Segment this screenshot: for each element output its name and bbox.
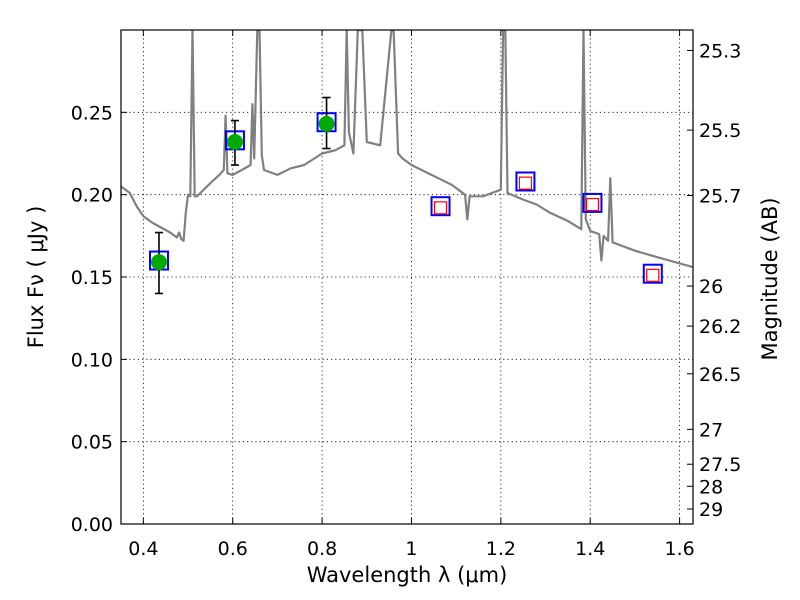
y2-tick-label: 26.2 bbox=[699, 316, 741, 338]
y2-tick-label: 26 bbox=[699, 276, 723, 298]
x-tick-label: 0.4 bbox=[128, 538, 158, 560]
x-axis: 0.4 0.6 0.8 1 1.2 1.4 1.6 bbox=[128, 30, 695, 560]
detection-point bbox=[150, 254, 167, 271]
y2-tick-label: 25.5 bbox=[699, 120, 741, 142]
upper-limit-point bbox=[518, 176, 533, 190]
x-axis-title: Wavelength λ (μm) bbox=[307, 563, 508, 587]
y2-tick-label: 25.7 bbox=[699, 185, 741, 207]
y-axis: 0.00 0.05 0.10 0.15 0.20 0.25 bbox=[71, 102, 127, 536]
model-sed-line bbox=[121, 30, 693, 269]
y2-tick-label: 28 bbox=[699, 476, 723, 498]
y-tick-label: 0.10 bbox=[71, 349, 113, 371]
y2-tick-label: 26.5 bbox=[699, 364, 741, 386]
y2-tick-label: 27 bbox=[699, 419, 723, 441]
upper-limit-point bbox=[646, 268, 660, 282]
upper-limit-point bbox=[585, 197, 600, 212]
y-tick-label: 0.25 bbox=[71, 102, 113, 124]
detection-point bbox=[226, 133, 243, 150]
model-photometry-square bbox=[642, 263, 663, 284]
x-tick-label: 1.6 bbox=[664, 538, 694, 560]
plot-contents bbox=[121, 30, 693, 295]
detection-point bbox=[318, 115, 335, 132]
x-tick-label: 0.6 bbox=[218, 538, 248, 560]
model-photometry-square bbox=[515, 171, 536, 192]
y-tick-label: 0.00 bbox=[71, 514, 113, 536]
y-tick-label: 0.15 bbox=[71, 267, 113, 289]
y-tick-label: 0.05 bbox=[71, 432, 113, 454]
y-axis-title: Flux Fν ( μJy ) bbox=[24, 206, 48, 349]
y-tick-label: 0.20 bbox=[71, 185, 113, 207]
model-photometry-square bbox=[430, 196, 451, 217]
model-photometry-square bbox=[582, 192, 603, 213]
y2-axis-title: Magnitude (AB) bbox=[758, 197, 782, 360]
upper-limit-point bbox=[433, 201, 448, 215]
y2-tick-label: 29 bbox=[699, 499, 723, 521]
x-tick-label: 1.2 bbox=[486, 538, 516, 560]
y2-tick-label: 25.3 bbox=[699, 40, 741, 62]
y2-tick-label: 27.5 bbox=[699, 454, 741, 476]
x-tick-label: 1 bbox=[405, 538, 417, 560]
x-tick-label: 0.8 bbox=[307, 538, 337, 560]
x-tick-label: 1.4 bbox=[575, 538, 605, 560]
markers bbox=[148, 96, 663, 295]
